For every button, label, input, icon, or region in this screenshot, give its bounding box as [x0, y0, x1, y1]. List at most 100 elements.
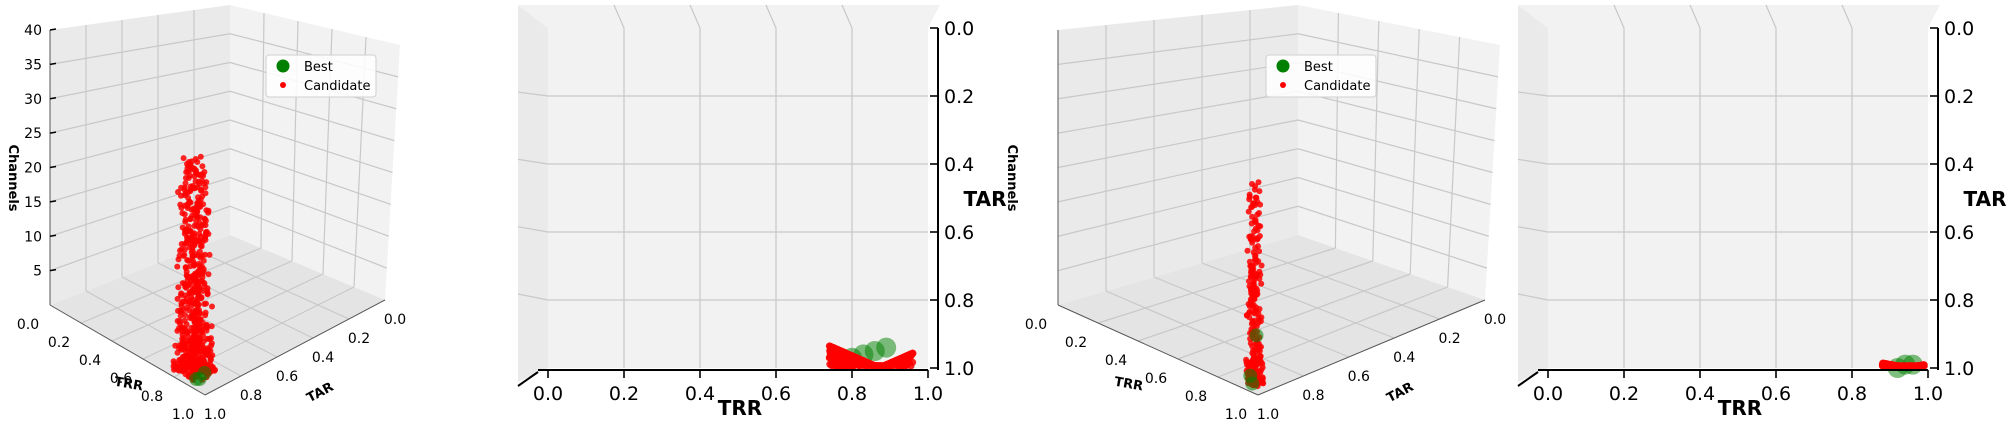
candidate-point — [198, 187, 205, 194]
z-tick — [49, 96, 57, 100]
panel-3-3d: 0.0 0.2 0.4 0.6 0.8 1.0 1.0 0.8 0.6 0.4 0.2 0.0 Bes… — [1004, 5, 1506, 423]
y-tick-label: 0.2 — [1944, 86, 1974, 108]
grid-line — [1297, 205, 1488, 269]
candidate-point — [201, 283, 208, 290]
grid-line — [517, 293, 549, 301]
candidate-point — [205, 271, 212, 278]
y-tick-label: 0.2 — [1438, 331, 1460, 347]
y-tick-label: 0.4 — [944, 154, 974, 176]
x-tick-label: 0.6 — [110, 371, 132, 387]
candidate-point — [1249, 213, 1256, 220]
zlabel-3: Channels — [1004, 144, 1019, 211]
candidate-point — [1249, 181, 1255, 187]
pane-back-2 — [548, 28, 928, 368]
grid-line — [229, 148, 391, 205]
y-tick-label: 1.0 — [204, 407, 226, 423]
candidate-point — [180, 155, 187, 162]
y-tick-label: 0.6 — [1348, 369, 1370, 385]
candidate-point — [1259, 375, 1266, 382]
candidate-point — [1248, 266, 1255, 272]
grid-line — [229, 90, 395, 142]
x-tick-label: 1.0 — [913, 383, 943, 405]
candidate-point — [179, 325, 186, 332]
candidate-point — [192, 310, 199, 317]
candidate-point — [198, 243, 205, 250]
candidate-point — [1254, 359, 1261, 366]
candidate-point — [1251, 256, 1258, 263]
candidate-point — [187, 351, 194, 357]
candidate-point — [202, 217, 209, 224]
candidate-point — [847, 362, 855, 370]
candidate-point — [181, 184, 188, 191]
y-tick-label: 0.0 — [1484, 312, 1506, 328]
candidate-point — [1245, 208, 1252, 215]
grid-line — [1057, 119, 1299, 169]
candidate-point — [174, 295, 181, 302]
candidate-point — [189, 314, 196, 321]
grid-line — [1517, 158, 1549, 165]
candidate-point — [1249, 358, 1256, 364]
candidate-point — [1253, 271, 1260, 278]
candidate-point — [182, 343, 189, 350]
candidate-point — [179, 280, 186, 287]
best-point — [876, 337, 897, 358]
panel-1-3d: 5 10 15 20 25 30 35 40 0.0 0.2 0.4 0.6 0.8 1.0 1.0 0.8 0… — [5, 5, 406, 423]
xlabel-2: TRR — [718, 396, 762, 420]
candidate-point — [197, 237, 204, 244]
x-tick-label: 0.8 — [1837, 383, 1867, 405]
z-tick — [49, 62, 57, 66]
candidate-point — [194, 278, 201, 285]
candidate-point — [196, 354, 203, 361]
legend-marker-candidate-1 — [280, 82, 286, 88]
grid-line — [1057, 176, 1299, 237]
x-tick-label: 0.0 — [533, 383, 563, 405]
candidate-point — [178, 204, 185, 211]
legend-label-candidate-3: Candidate — [1304, 79, 1370, 94]
x-tick-label: 0.4 — [1105, 353, 1127, 369]
x-tick-label: 0.4 — [1685, 383, 1715, 405]
candidate-point — [1258, 314, 1265, 321]
candidate-point — [202, 251, 208, 258]
y-tick-label: 0.8 — [1302, 388, 1324, 404]
candidate-point — [179, 210, 186, 217]
y-tick-label: 1.0 — [1257, 407, 1279, 423]
grid-line — [1517, 226, 1549, 233]
candidate-point — [1249, 318, 1256, 324]
candidate-point — [1256, 248, 1263, 255]
y-tick-label: 0.0 — [944, 18, 974, 40]
candidate-point — [902, 352, 910, 360]
candidate-point — [1246, 278, 1252, 285]
candidate-point — [1244, 247, 1251, 254]
y-tick-label: 0.8 — [240, 388, 262, 404]
legend-box-3 — [1265, 54, 1377, 98]
candidate-point — [178, 300, 185, 307]
pane-left-3 — [1058, 5, 1298, 305]
panel-2-projection: 0.0 0.2 0.4 0.6 0.8 1.0 0.0 0.2 0.4 0.6 0.8 1.0 TRR… — [517, 4, 1006, 420]
xlabel-1: TRR — [113, 375, 144, 395]
grid-line — [229, 205, 388, 269]
grid-line — [1057, 61, 1299, 100]
candidate-point — [173, 364, 180, 371]
z-tick-label: 40 — [24, 23, 42, 39]
axis-edge — [204, 299, 386, 396]
grid-line — [1057, 90, 1299, 134]
z-tick — [49, 28, 57, 31]
z-tick — [49, 234, 57, 238]
grid-line — [80, 247, 262, 324]
candidate-point — [895, 359, 903, 367]
z-tick-label: 5 — [33, 264, 42, 280]
y-tick-label: 0.6 — [276, 369, 298, 385]
candidate-point — [187, 183, 194, 190]
candidate-point — [878, 362, 886, 370]
grid-line — [613, 4, 625, 29]
z-tick — [49, 165, 57, 169]
grid-line — [1177, 273, 1411, 360]
candidate-point — [202, 309, 209, 316]
y-tick-label: 0.4 — [1944, 154, 1974, 176]
candidate-point — [207, 356, 214, 363]
candidate-point — [1249, 294, 1256, 301]
candidate-point — [178, 192, 184, 199]
xlabel-4: TRR — [1718, 396, 1762, 420]
pane-side-4 — [1518, 5, 1548, 382]
candidate-point — [183, 229, 190, 236]
